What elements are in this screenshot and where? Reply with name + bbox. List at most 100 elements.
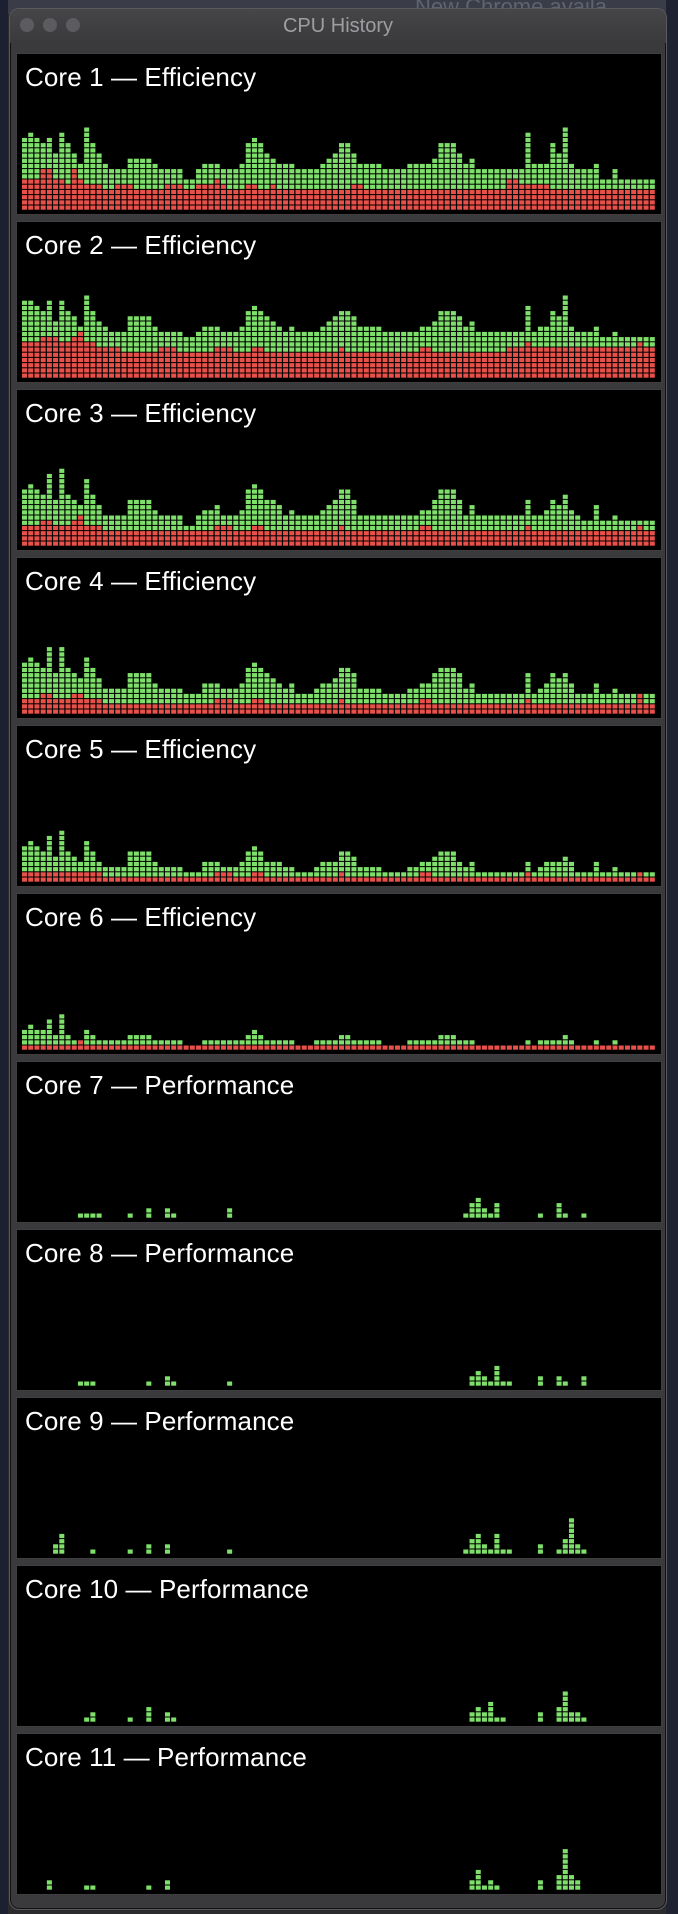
usage-bar [28,1024,34,1050]
usage-bar [127,851,133,882]
usage-bar [152,683,158,714]
usage-bar [544,326,550,378]
usage-bar [494,1533,500,1554]
usage-bar [127,1549,133,1554]
usage-bar [233,169,239,210]
usage-bar [593,1040,599,1050]
usage-bar [264,153,270,210]
usage-bar [22,1029,28,1050]
usage-bar [220,867,226,882]
usage-bar [376,163,382,210]
usage-bar [133,1035,139,1050]
usage-bar [251,137,257,210]
usage-bar [438,489,444,546]
usage-bar [214,861,220,882]
usage-bar [133,673,139,714]
title-bar[interactable]: CPU History [10,9,666,43]
usage-bar [109,331,115,378]
zoom-button[interactable] [66,18,80,32]
usage-bar [109,169,115,210]
usage-bar [506,1549,512,1554]
usage-bar [637,1045,643,1050]
usage-bar [295,693,301,714]
usage-bar [544,163,550,210]
usage-bar [77,861,83,882]
usage-bar [444,311,450,378]
usage-bar [407,515,413,546]
core-panel-5: Core 5 — Efficiency [16,725,662,887]
usage-bar [332,499,338,546]
usage-bar [606,1045,612,1050]
usage-bar [127,1035,133,1050]
usage-bar [407,688,413,714]
usage-bar [140,158,146,210]
usage-bar [177,1040,183,1050]
close-button[interactable] [20,18,34,32]
usage-bar [208,861,214,882]
usage-bar [245,667,251,714]
usage-bar [581,872,587,882]
usage-bar [90,851,96,882]
usage-bar [28,484,34,546]
usage-bar [370,163,376,210]
usage-bar [264,316,270,378]
usage-bar [426,326,432,378]
usage-bar [370,515,376,546]
usage-bar [227,1040,233,1050]
usage-bar [220,515,226,546]
usage-bar [140,1035,146,1050]
usage-bar [77,1213,83,1218]
usage-bar [531,515,537,546]
usage-bar [606,872,612,882]
usage-bar [475,1371,481,1386]
usage-bar [432,499,438,546]
usage-bar [544,683,550,714]
usage-bar [562,1539,568,1554]
usage-bar [469,158,475,210]
usage-bar [568,861,574,882]
usage-bar [258,667,264,714]
usage-bar [133,499,139,546]
usage-bar [531,693,537,714]
usage-bar [109,515,115,546]
usage-bar [500,169,506,210]
usage-bar [575,331,581,378]
usage-bar [537,515,543,546]
usage-bar [127,1717,133,1722]
core-panel-11: Core 11 — Performance [16,1733,662,1895]
usage-bar [631,872,637,882]
usage-bar [164,169,170,210]
usage-bar [556,316,562,378]
usage-bar [475,1197,481,1218]
usage-bar [46,300,52,378]
usage-bar [556,1549,562,1554]
usage-bar [133,316,139,378]
usage-bar [481,1045,487,1050]
usage-bar [537,688,543,714]
usage-bar [177,867,183,882]
usage-bar [177,169,183,210]
usage-bar [587,872,593,882]
usage-bar [556,505,562,546]
usage-bar [183,1045,189,1050]
usage-bar [519,693,525,714]
usage-bar [53,499,59,546]
usage-bar [251,846,257,882]
usage-bar [376,867,382,882]
usage-bar [537,1213,543,1218]
usage-bar [90,1549,96,1554]
usage-bar [581,331,587,378]
usage-bar [102,515,108,546]
usage-bar [606,337,612,378]
usage-bar [171,169,177,210]
usage-bar [388,515,394,546]
minimize-button[interactable] [43,18,57,32]
usage-bar [618,1045,624,1050]
usage-bar [183,872,189,882]
usage-bar [537,326,543,378]
usage-bar [562,1849,568,1890]
usage-bar [65,667,71,714]
desktop-background-left [0,0,8,1914]
usage-bar [581,520,587,546]
usage-bar [208,326,214,378]
